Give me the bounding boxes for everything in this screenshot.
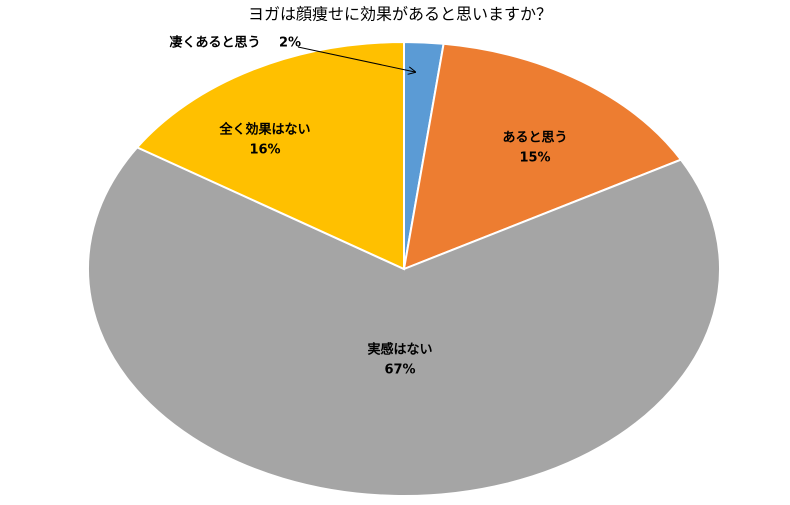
category-label: 凄くあると思う bbox=[169, 35, 260, 51]
value-label: 67% bbox=[384, 363, 415, 378]
labels: 凄くあると思う 2% あると思う 15% 実感はない 67% 全く効果はない 16% bbox=[169, 35, 567, 378]
pie-slice bbox=[87, 146, 721, 497]
value-label: 15% bbox=[519, 151, 550, 166]
leader-line bbox=[297, 46, 415, 72]
chart-title: ヨガは顔痩せに効果があると思いますか？ bbox=[248, 5, 552, 24]
category-label: 実感はない bbox=[367, 342, 432, 358]
value-label: 16% bbox=[249, 143, 280, 158]
pie-slice bbox=[135, 40, 405, 271]
pie bbox=[87, 40, 721, 497]
category-label: あると思う bbox=[502, 131, 567, 146]
value-label: 2% bbox=[279, 36, 301, 51]
pie-slice bbox=[402, 42, 683, 271]
category-label: 全く効果はない bbox=[218, 122, 310, 138]
